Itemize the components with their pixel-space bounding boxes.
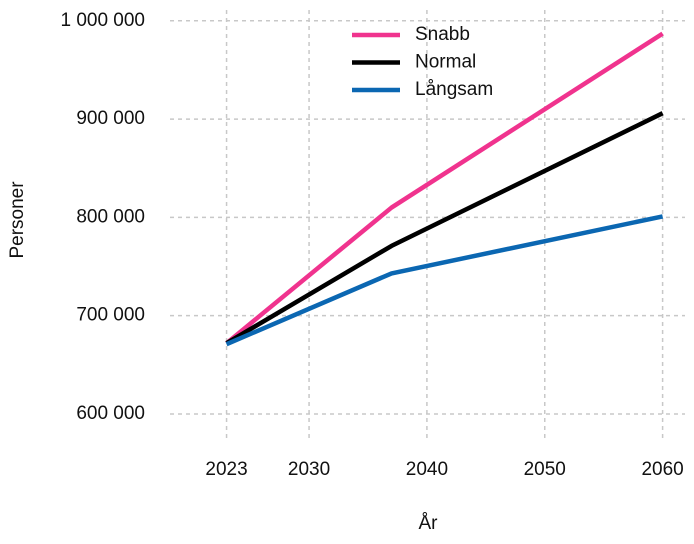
y-axis-title: Personer	[7, 181, 28, 259]
y-tick-label: 600 000	[76, 403, 145, 424]
y-tick-label: 900 000	[76, 108, 145, 129]
y-tick-label: 700 000	[76, 305, 145, 326]
series-line	[225, 111, 664, 346]
legend-label: Normal	[415, 52, 476, 73]
x-tick-label: 2023	[205, 459, 247, 480]
y-tick-label: 1 000 000	[60, 10, 145, 31]
series-line	[225, 31, 664, 345]
legend-label: Snabb	[415, 24, 470, 45]
y-tick-label: 800 000	[76, 206, 145, 227]
legend-label: Långsam	[415, 79, 493, 100]
x-tick-label: 2060	[641, 459, 683, 480]
x-tick-label: 2040	[406, 459, 448, 480]
x-tick-label: 2050	[524, 459, 566, 480]
x-axis-title: År	[419, 513, 439, 534]
series-line	[225, 214, 664, 347]
x-tick-label: 2030	[288, 459, 330, 480]
